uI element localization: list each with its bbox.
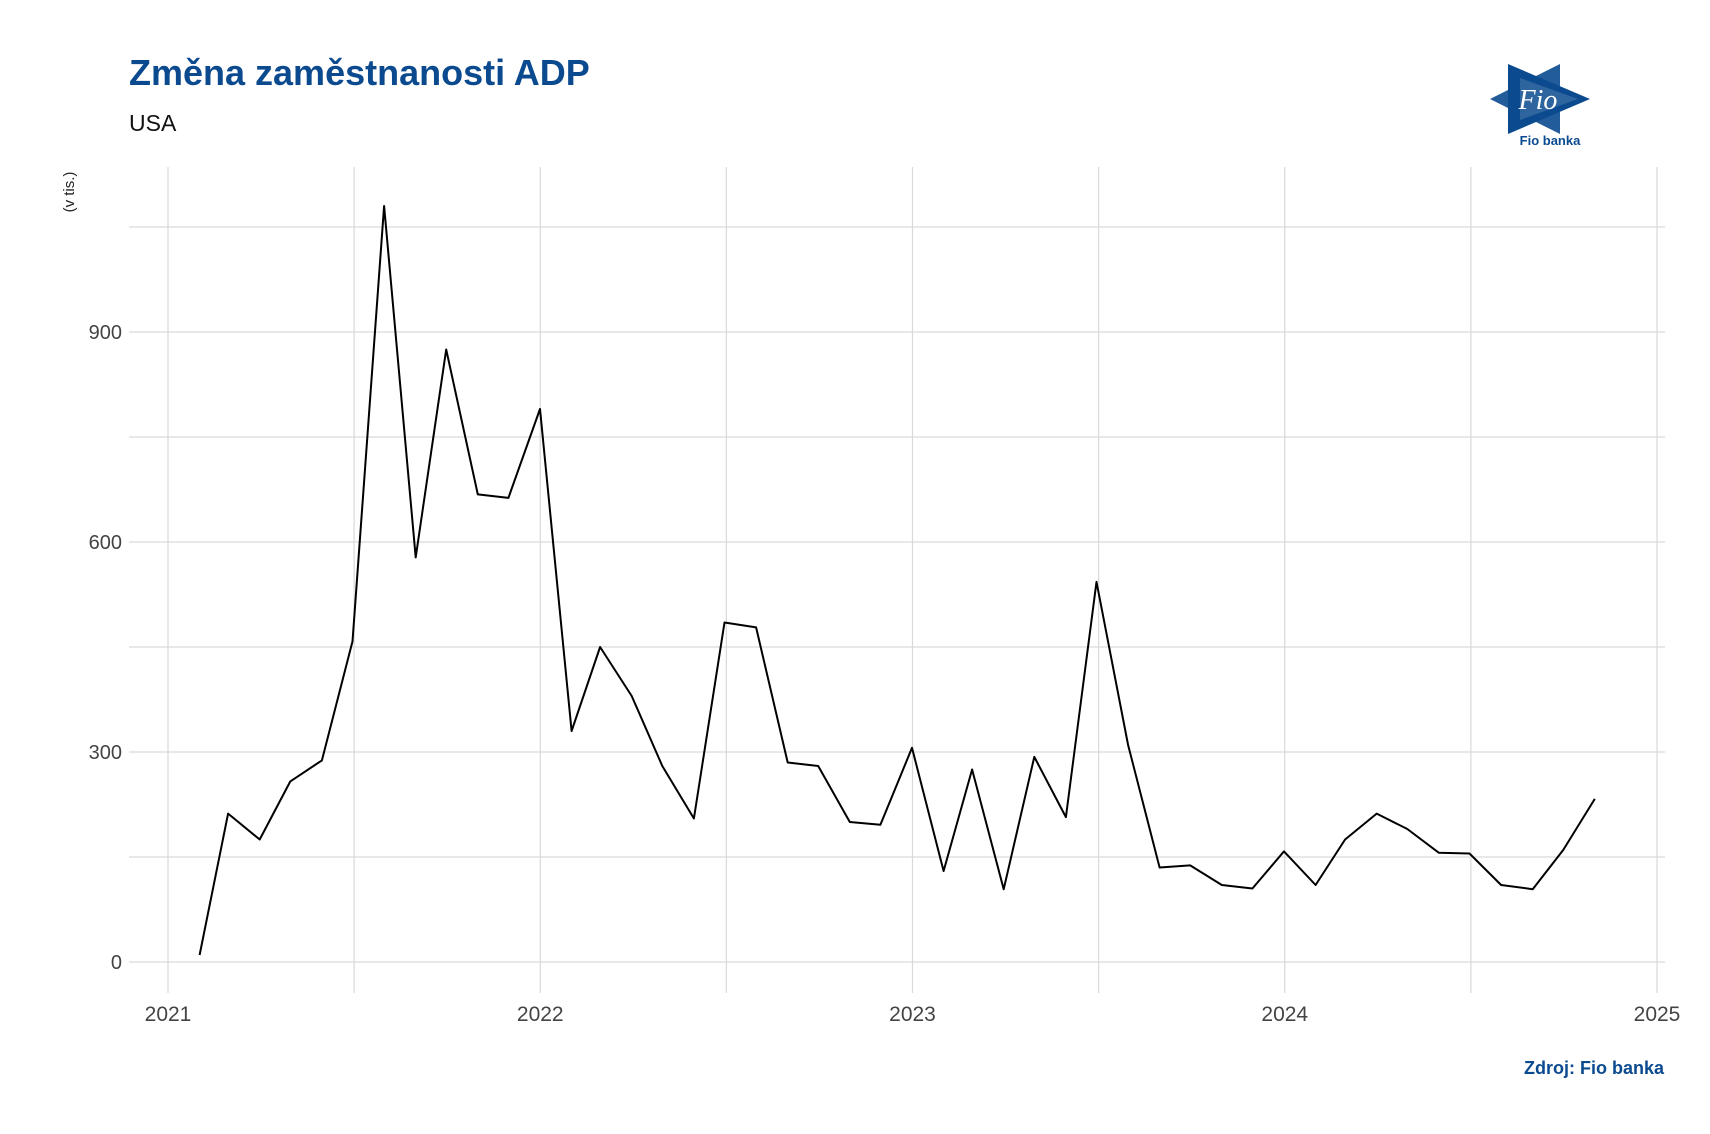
- chart-subtitle: USA: [129, 110, 177, 136]
- axis-layer: 0 300 600 900 2021 2022 2023 2024 2025 (v tis.): [61, 172, 1680, 1026]
- y-tick-label: 0: [111, 952, 122, 974]
- x-tick-label: 2024: [1261, 1003, 1308, 1026]
- x-tick-label: 2025: [1634, 1003, 1681, 1026]
- grid-layer: [129, 167, 1665, 993]
- chart-title: Změna zaměstnanosti ADP: [129, 52, 590, 93]
- logo-wordmark: Fio: [1518, 85, 1558, 116]
- y-tick-label: 900: [89, 322, 122, 344]
- logo-caption: Fio banka: [1519, 133, 1581, 148]
- series-layer: [198, 205, 1596, 956]
- x-tick-label: 2023: [889, 1003, 936, 1026]
- y-tick-label: 600: [89, 532, 122, 554]
- fio-flag-logo-icon: Fio: [1490, 64, 1590, 134]
- y-tick-label: 300: [89, 742, 122, 764]
- source-note: Zdroj: Fio banka: [1523, 1058, 1664, 1078]
- x-tick-label: 2022: [517, 1003, 564, 1026]
- y-axis-label: (v tis.): [61, 172, 78, 213]
- x-tick-label: 2021: [145, 1003, 192, 1026]
- series-line: [198, 205, 1596, 956]
